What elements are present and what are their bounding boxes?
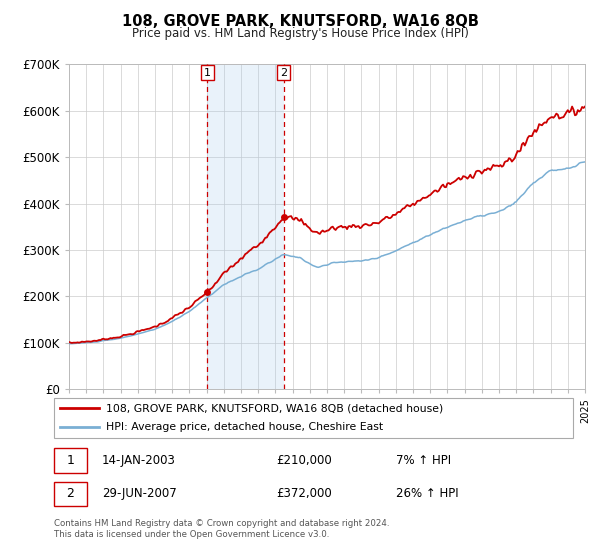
Text: 14-JAN-2003: 14-JAN-2003 (102, 454, 176, 467)
Text: 1: 1 (67, 454, 74, 467)
Text: 2: 2 (280, 68, 287, 78)
Text: £372,000: £372,000 (276, 487, 332, 501)
Text: Contains HM Land Registry data © Crown copyright and database right 2024.: Contains HM Land Registry data © Crown c… (54, 519, 389, 528)
Text: 26% ↑ HPI: 26% ↑ HPI (396, 487, 458, 501)
Text: 7% ↑ HPI: 7% ↑ HPI (396, 454, 451, 467)
Bar (207, 64, 284, 389)
Text: £210,000: £210,000 (276, 454, 332, 467)
Text: HPI: Average price, detached house, Cheshire East: HPI: Average price, detached house, Ches… (106, 422, 383, 432)
Text: 29-JUN-2007: 29-JUN-2007 (102, 487, 177, 501)
Text: Price paid vs. HM Land Registry's House Price Index (HPI): Price paid vs. HM Land Registry's House … (131, 27, 469, 40)
Text: 2: 2 (67, 487, 74, 501)
Text: 1: 1 (204, 68, 211, 78)
Text: This data is licensed under the Open Government Licence v3.0.: This data is licensed under the Open Gov… (54, 530, 329, 539)
Text: 108, GROVE PARK, KNUTSFORD, WA16 8QB: 108, GROVE PARK, KNUTSFORD, WA16 8QB (122, 14, 478, 29)
Text: 108, GROVE PARK, KNUTSFORD, WA16 8QB (detached house): 108, GROVE PARK, KNUTSFORD, WA16 8QB (de… (106, 404, 443, 413)
